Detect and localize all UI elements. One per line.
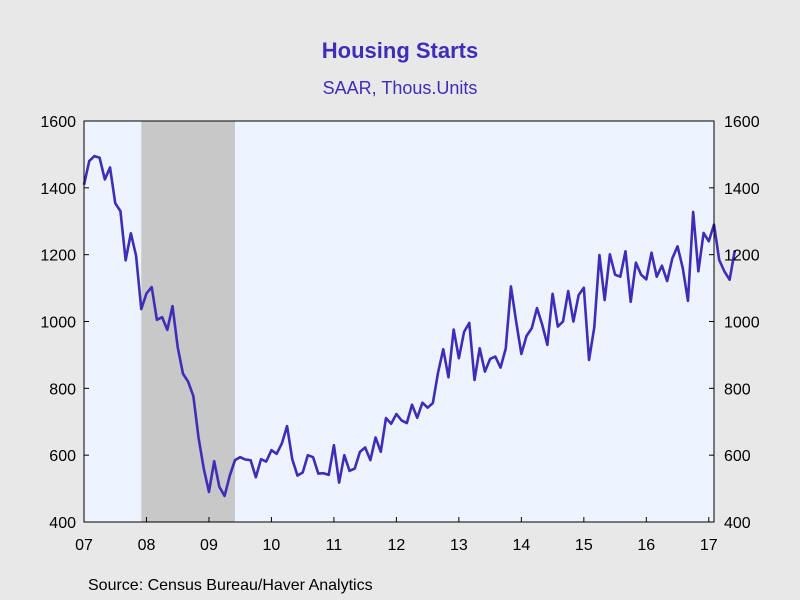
y-tick-label-right: 1400 <box>724 181 760 198</box>
y-tick-label-left: 800 <box>49 381 76 398</box>
x-tick-label: 13 <box>450 537 468 554</box>
x-tick-label: 11 <box>326 537 343 554</box>
y-tick-label-right: 400 <box>724 515 751 532</box>
y-tick-label-left: 1200 <box>40 248 76 265</box>
y-tick-label-right: 800 <box>724 381 751 398</box>
x-tick-label: 15 <box>575 537 593 554</box>
x-tick-label: 12 <box>387 537 405 554</box>
x-tick-label: 08 <box>138 537 156 554</box>
x-tick-label: 07 <box>75 537 93 554</box>
y-tick-label-left: 1000 <box>40 315 76 332</box>
x-tick-label: 17 <box>700 537 718 554</box>
x-tick-label: 10 <box>263 537 281 554</box>
series-line-0 <box>82 154 737 498</box>
source-note: Source: Census Bureau/Haver Analytics <box>88 577 373 594</box>
recession-shading-0 <box>141 121 235 522</box>
x-tick-label: 16 <box>637 537 655 554</box>
y-tick-label-right: 1600 <box>724 114 760 131</box>
y-tick-label-right: 1200 <box>724 248 760 265</box>
chart-subtitle: SAAR, Thous.Units <box>322 78 478 98</box>
chart-title: Housing Starts <box>321 38 479 63</box>
y-tick-label-right: 1000 <box>724 315 760 332</box>
x-tick-label: 09 <box>200 537 218 554</box>
y-tick-label-left: 1400 <box>40 181 76 198</box>
y-tick-label-left: 1600 <box>40 114 76 131</box>
y-tick-label-left: 400 <box>49 515 76 532</box>
y-tick-label-left: 600 <box>49 448 76 465</box>
x-tick-label: 14 <box>512 537 530 554</box>
y-tick-label-right: 600 <box>724 448 751 465</box>
